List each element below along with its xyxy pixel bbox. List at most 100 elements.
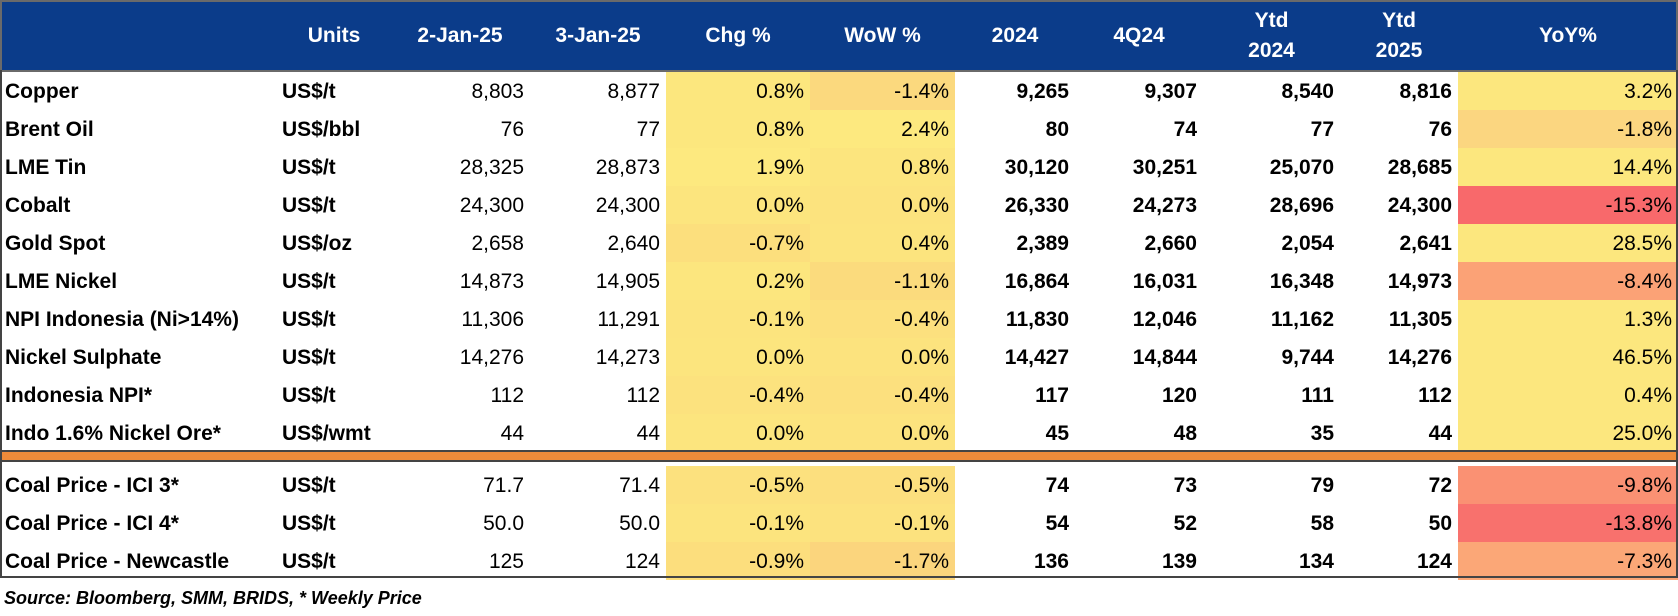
cell-item: Indo 1.6% Nickel Ore* xyxy=(5,421,221,445)
cell-jan-2: 11,306 xyxy=(461,307,524,331)
cell-jan-3: 14,273 xyxy=(595,345,660,369)
cell-units: US$/oz xyxy=(282,231,353,255)
cell-jan-3: 112 xyxy=(626,383,660,407)
cell-item: Gold Spot xyxy=(5,231,106,255)
cell-wow-pct: -0.1% xyxy=(810,504,955,542)
cell-jan-3: 28,873 xyxy=(595,155,660,179)
cell-units: US$/bbl xyxy=(282,117,361,141)
cell-ytd-2025: 14,276 xyxy=(1387,345,1452,369)
cell-chg-pct: -0.9% xyxy=(666,542,810,580)
cell-item: Coal Price - ICI 3* xyxy=(5,473,179,497)
cell-wow-pct: -0.4% xyxy=(810,300,955,338)
cell-wow-pct: -0.4% xyxy=(810,376,955,414)
cell-year-2024: 16,864 xyxy=(1004,269,1069,293)
cell-chg-pct: 0.0% xyxy=(666,338,810,376)
column-header-q4-2024: 4Q24 xyxy=(1113,24,1165,47)
cell-yoy-pct: 0.4% xyxy=(1458,376,1678,414)
cell-chg-pct: -0.1% xyxy=(666,504,810,542)
cell-wow-pct: -1.1% xyxy=(810,262,955,300)
cell-units: US$/t xyxy=(282,269,336,293)
cell-ytd-2024: 77 xyxy=(1310,117,1334,141)
cell-ytd-2024: 35 xyxy=(1310,421,1334,445)
cell-yoy-pct: 1.3% xyxy=(1458,300,1678,338)
cell-jan-2: 125 xyxy=(488,549,524,573)
cell-units: US$/t xyxy=(282,307,336,331)
cell-q4-2024: 74 xyxy=(1173,117,1197,141)
cell-chg-pct: 1.9% xyxy=(666,148,810,186)
cell-q4-2024: 52 xyxy=(1173,511,1197,535)
cell-chg-pct: -0.5% xyxy=(666,466,810,504)
cell-ytd-2025: 2,641 xyxy=(1399,231,1452,255)
column-header-line: 2025 xyxy=(1375,39,1423,62)
cell-ytd-2024: 79 xyxy=(1310,473,1334,497)
table-header xyxy=(0,0,1678,72)
cell-yoy-pct: 3.2% xyxy=(1458,72,1678,110)
cell-item: LME Nickel xyxy=(5,269,118,293)
column-header-ytd-2025: Ytd 2025 xyxy=(1340,0,1458,72)
cell-units: US$/t xyxy=(282,511,336,535)
cell-q4-2024: 14,844 xyxy=(1132,345,1197,369)
cell-year-2024: 136 xyxy=(1033,549,1069,573)
cell-jan-2: 14,276 xyxy=(459,345,524,369)
cell-ytd-2024: 9,744 xyxy=(1281,345,1334,369)
cell-ytd-2025: 11,305 xyxy=(1388,307,1452,331)
cell-yoy-pct: -7.3% xyxy=(1458,542,1678,580)
cell-jan-3: 124 xyxy=(624,549,660,573)
cell-ytd-2025: 124 xyxy=(1416,549,1452,573)
cell-q4-2024: 2,660 xyxy=(1144,231,1197,255)
cell-q4-2024: 9,307 xyxy=(1144,79,1197,103)
cell-jan-2: 28,325 xyxy=(459,155,524,179)
column-header-yoy-pct: YoY% xyxy=(1539,24,1597,47)
cell-item: Brent Oil xyxy=(5,117,94,141)
cell-ytd-2025: 44 xyxy=(1428,421,1452,445)
cell-q4-2024: 12,046 xyxy=(1132,307,1197,331)
cell-year-2024: 2,389 xyxy=(1016,231,1069,255)
cell-jan-3: 44 xyxy=(636,421,660,445)
cell-ytd-2025: 28,685 xyxy=(1387,155,1452,179)
cell-units: US$/t xyxy=(282,193,336,217)
cell-units: US$/t xyxy=(282,155,336,179)
cell-yoy-pct: 28.5% xyxy=(1458,224,1678,262)
cell-year-2024: 80 xyxy=(1045,117,1069,141)
cell-jan-3: 24,300 xyxy=(595,193,660,217)
cell-ytd-2025: 14,973 xyxy=(1387,269,1452,293)
cell-q4-2024: 120 xyxy=(1161,383,1197,407)
cell-year-2024: 9,265 xyxy=(1016,79,1069,103)
cell-jan-2: 24,300 xyxy=(459,193,524,217)
cell-jan-2: 8,803 xyxy=(471,79,524,103)
cell-wow-pct: -1.7% xyxy=(810,542,955,580)
cell-item: Cobalt xyxy=(5,193,71,217)
cell-ytd-2024: 111 xyxy=(1301,383,1334,407)
cell-jan-2: 2,658 xyxy=(471,231,524,255)
cell-q4-2024: 24,273 xyxy=(1132,193,1197,217)
cell-units: US$/t xyxy=(282,473,336,497)
cell-chg-pct: 0.0% xyxy=(666,186,810,224)
cell-ytd-2024: 28,696 xyxy=(1269,193,1334,217)
cell-wow-pct: -0.5% xyxy=(810,466,955,504)
cell-ytd-2024: 58 xyxy=(1310,511,1334,535)
cell-year-2024: 74 xyxy=(1045,473,1069,497)
cell-wow-pct: 0.8% xyxy=(810,148,955,186)
cell-yoy-pct: -13.8% xyxy=(1458,504,1678,542)
source-note: Source: Bloomberg, SMM, BRIDS, * Weekly … xyxy=(4,588,422,608)
cell-jan-3: 11,291 xyxy=(597,307,660,331)
cell-jan-2: 71.7 xyxy=(483,473,524,497)
cell-ytd-2024: 2,054 xyxy=(1281,231,1334,255)
cell-ytd-2024: 134 xyxy=(1298,549,1334,573)
cell-ytd-2024: 25,070 xyxy=(1269,155,1334,179)
cell-q4-2024: 48 xyxy=(1173,421,1197,445)
column-header-jan-2: 2-Jan-25 xyxy=(417,24,503,47)
cell-ytd-2025: 112 xyxy=(1418,383,1452,407)
cell-ytd-2025: 24,300 xyxy=(1387,193,1452,217)
cell-jan-3: 14,905 xyxy=(595,269,660,293)
cell-ytd-2024: 16,348 xyxy=(1269,269,1334,293)
cell-yoy-pct: 46.5% xyxy=(1458,338,1678,376)
cell-chg-pct: -0.7% xyxy=(666,224,810,262)
cell-year-2024: 11,830 xyxy=(1005,307,1069,331)
cell-chg-pct: 0.8% xyxy=(666,72,810,110)
cell-item: Nickel Sulphate xyxy=(5,345,162,369)
cell-item: LME Tin xyxy=(5,155,87,179)
column-header-year-2024: 2024 xyxy=(991,24,1039,47)
cell-chg-pct: 0.0% xyxy=(666,414,810,452)
cell-year-2024: 26,330 xyxy=(1004,193,1069,217)
